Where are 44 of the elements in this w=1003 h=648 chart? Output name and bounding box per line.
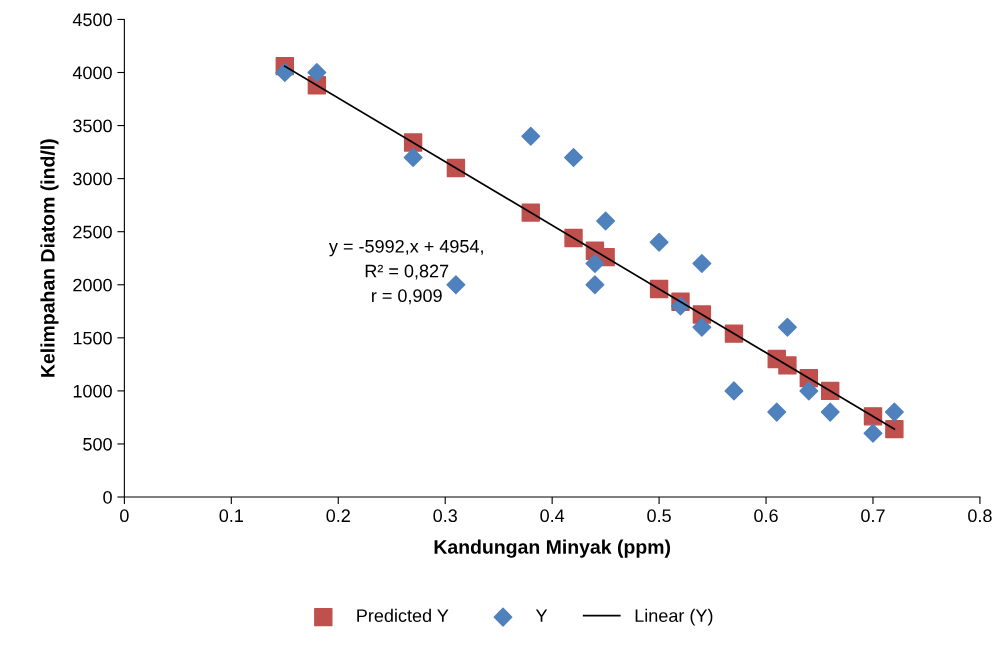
x-tick-label: 0.7 (861, 509, 885, 523)
point (777, 317, 797, 337)
y-tick-label: 500 (83, 437, 112, 451)
point (884, 402, 904, 422)
point (692, 317, 712, 337)
point (649, 232, 669, 252)
legend-label: Linear (Y) (635, 608, 713, 626)
y-tick-label: 3500 (73, 119, 112, 133)
y-tick-label: 2000 (73, 278, 112, 292)
point (275, 63, 295, 82)
point (724, 381, 744, 401)
y-tick-label: 1000 (73, 384, 112, 398)
annotation: y = -5992,x + 4954, R² = 0,827 r = 0,909 (328, 239, 483, 305)
x-tick-label: 0.5 (647, 509, 671, 523)
x-tick-label: 0.4 (540, 509, 565, 523)
y-axis-title: Kelimpahan Diatom (ind/l) (40, 139, 59, 377)
x-axis-title: Kandungan Minyak (ppm) (434, 539, 671, 558)
x-tick-label: 0.1 (219, 509, 243, 523)
point (307, 63, 327, 82)
point (820, 402, 840, 422)
point (585, 275, 605, 295)
point (585, 254, 605, 274)
point (863, 423, 883, 443)
x-tick-label: 0.2 (326, 509, 350, 523)
point (596, 211, 616, 231)
y-tick-label: 0 (103, 490, 112, 504)
point (692, 254, 712, 274)
legend-label: Y (535, 609, 548, 622)
point (521, 126, 541, 146)
point (403, 147, 423, 167)
y-tick-label: 2500 (73, 225, 112, 239)
x-tick-label: 0.8 (968, 509, 992, 523)
x-tick-label: 0.3 (433, 509, 457, 523)
point (799, 381, 819, 401)
x-tick-label: 0 (120, 509, 129, 523)
y-tick-label: 3000 (73, 172, 112, 186)
point (885, 419, 904, 439)
y-tick-label: 4500 (72, 13, 112, 27)
point (564, 147, 584, 167)
legend-label: Predicted Y (357, 608, 449, 623)
y-tick-label: 1500 (73, 331, 112, 345)
point (767, 402, 787, 422)
y-tick-label: 4000 (72, 66, 112, 80)
x-tick-label: 0.6 (754, 509, 778, 523)
